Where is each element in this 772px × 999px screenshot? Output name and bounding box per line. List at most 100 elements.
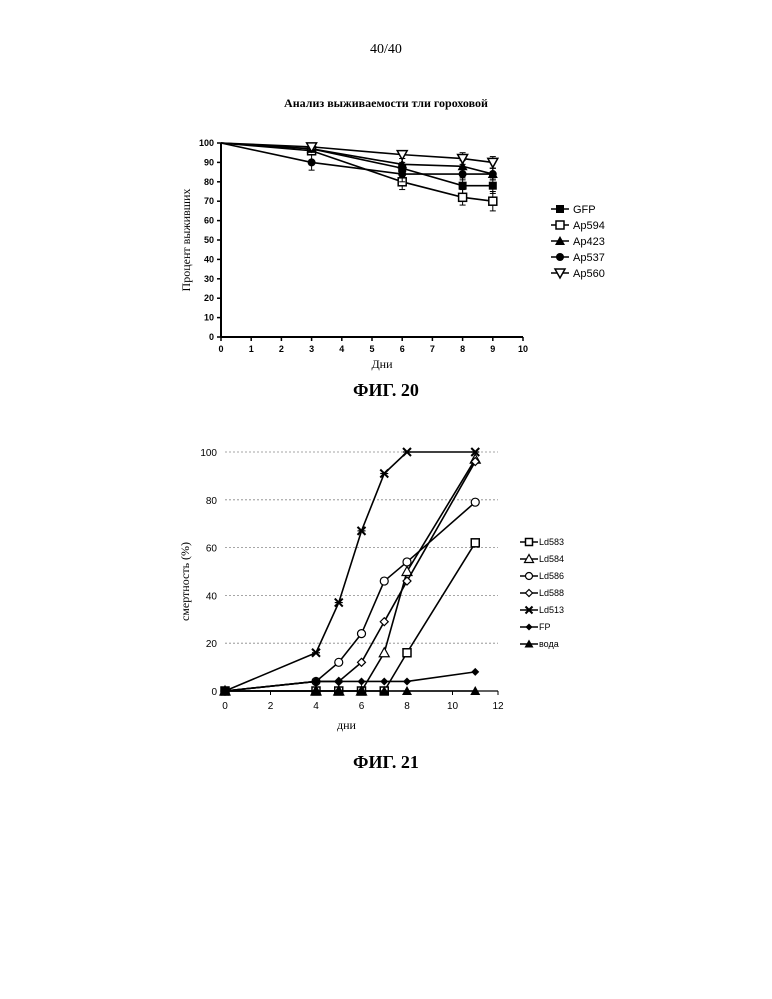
legend-label-Ap537: Ap537 — [573, 252, 605, 264]
y-axis-label: Процент выживших — [179, 189, 193, 292]
data-point-Ap594 — [488, 196, 498, 206]
legend-marker — [524, 571, 534, 581]
data-point-Ap560 — [486, 157, 500, 169]
data-point-вода — [470, 686, 481, 695]
fig20-caption: ФИГ. 20 — [353, 380, 419, 400]
data-point-Ld586 — [379, 576, 389, 586]
x-tick-label: 10 — [518, 344, 528, 354]
legend-label-вода: вода — [539, 639, 559, 649]
legend-marker — [556, 253, 564, 261]
legend-label-FP: FP — [539, 622, 551, 632]
series-line-Ld586 — [224, 501, 476, 692]
x-tick-label: 6 — [359, 701, 365, 712]
y-tick-label: 60 — [204, 216, 214, 226]
y-tick-label: 0 — [209, 332, 214, 342]
x-tick-label: 8 — [460, 344, 465, 354]
legend-label-Ld588: Ld588 — [539, 588, 564, 598]
data-point-Ap537 — [398, 170, 407, 179]
data-point-Ap560 — [305, 142, 318, 154]
x-tick-label: 0 — [222, 701, 228, 712]
data-point-Ld513 — [334, 597, 344, 608]
x-tick-label: 0 — [218, 344, 223, 354]
data-point-GFP — [488, 181, 497, 190]
x-tick-label: 2 — [279, 344, 284, 354]
data-point-Ld584 — [378, 646, 391, 658]
x-tick-label: 2 — [268, 701, 274, 712]
chart1-title: Анализ выживаемости тли гороховой — [284, 96, 488, 110]
data-point-Ap537 — [307, 158, 316, 167]
y-tick-label: 30 — [204, 274, 214, 284]
data-point-Ap537 — [488, 170, 497, 179]
data-point-FP — [380, 677, 389, 686]
y-tick-label: 40 — [206, 591, 218, 602]
legend-marker — [524, 639, 534, 648]
legend-label-Ld586: Ld586 — [539, 571, 564, 581]
x-axis-label: Дни — [371, 357, 393, 371]
data-point-Ld513 — [379, 468, 389, 479]
page-number: 40/40 — [370, 42, 402, 57]
data-point-Ld586 — [334, 657, 344, 667]
x-tick-label: 7 — [430, 344, 435, 354]
data-point-Ld583 — [402, 648, 412, 658]
y-tick-label: 80 — [204, 177, 214, 187]
y-tick-label: 90 — [204, 157, 214, 167]
data-point-Ld583 — [470, 538, 480, 548]
legend-label-GFP: GFP — [573, 204, 596, 216]
x-axis-label: дни — [337, 718, 357, 732]
data-point-Ld513 — [311, 648, 321, 658]
x-tick-label: 1 — [249, 344, 254, 354]
legend-label-Ap594: Ap594 — [573, 220, 605, 232]
data-point-вода — [402, 686, 412, 695]
data-point-Ap594 — [457, 192, 468, 203]
series-line-Ld513 — [224, 451, 476, 692]
data-point-Ld588 — [356, 657, 367, 668]
data-point-Ld513 — [470, 447, 480, 457]
survival-chart: 0 10 20 30 40 50 60 70 80 90 100 0 1 2 3 4 5 6 7 8 9 10 Дни Про… — [179, 138, 605, 371]
x-tick-label: 3 — [309, 344, 314, 354]
y-tick-label: 100 — [200, 448, 217, 459]
data-point-Ap560 — [456, 153, 469, 166]
legend-label-Ld583: Ld583 — [539, 537, 564, 547]
x-tick-label: 8 — [404, 701, 410, 712]
data-point-FP — [357, 677, 366, 686]
legend-marker — [556, 205, 564, 213]
legend-label-Ap423: Ap423 — [573, 236, 605, 248]
y-tick-label: 70 — [204, 196, 214, 206]
data-point-Ld588 — [379, 616, 390, 627]
legend-marker — [523, 553, 535, 564]
data-point-Ld513 — [356, 526, 367, 536]
fig21-caption: ФИГ. 21 — [353, 752, 419, 772]
legend-label-Ld513: Ld513 — [539, 605, 564, 615]
legend-label-Ld584: Ld584 — [539, 554, 564, 564]
data-point-Ld513 — [402, 447, 412, 457]
y-axis-label: смертность (%) — [178, 542, 192, 621]
data-point-вода — [220, 686, 230, 695]
data-point-Ld586 — [402, 557, 412, 567]
x-tick-label: 12 — [492, 701, 504, 712]
y-tick-label: 10 — [204, 313, 214, 323]
legend-marker — [524, 605, 534, 615]
x-tick-label: 10 — [447, 701, 459, 712]
legend-marker — [553, 268, 567, 280]
series-line-Ld588 — [224, 461, 476, 692]
data-point-вода — [333, 686, 344, 695]
y-tick-label: 0 — [211, 687, 217, 698]
legend-marker — [524, 537, 534, 547]
mortality-chart: 0 20 40 60 80 100 0 2 4 6 8 10 12 дни смертность (%) Ld… — [178, 447, 564, 732]
data-point-Ld586 — [356, 629, 367, 639]
data-point-Ld584 — [400, 565, 414, 577]
x-tick-label: 9 — [490, 344, 495, 354]
y-tick-label: 40 — [204, 254, 214, 264]
data-point-FP — [403, 677, 411, 686]
y-tick-label: 20 — [206, 639, 218, 650]
y-tick-label: 100 — [199, 138, 214, 148]
data-point-GFP — [458, 181, 467, 190]
y-tick-label: 60 — [206, 544, 218, 555]
series-line-GFP — [220, 142, 493, 187]
data-point-вода — [356, 686, 367, 695]
data-point-FP — [471, 667, 480, 676]
x-tick-label: 6 — [400, 344, 405, 354]
x-tick-label: 4 — [313, 701, 319, 712]
data-point-Ld588 — [470, 456, 481, 467]
data-point-FP — [312, 677, 320, 686]
